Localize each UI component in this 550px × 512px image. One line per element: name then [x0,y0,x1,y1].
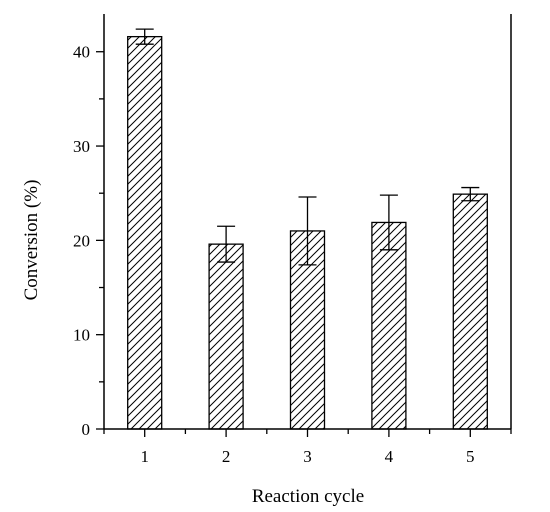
x-tick-label: 4 [385,447,394,466]
x-axis-label: Reaction cycle [252,486,364,507]
error-bar-5 [461,186,480,202]
error-bar-4 [379,194,398,251]
y-axis-label: Conversion (%) [21,180,42,301]
x-tick-label: 3 [303,447,312,466]
y-tick-label: 30 [73,137,90,156]
error-bar-2 [217,225,236,263]
bars-layer [127,28,488,430]
y-tick-label: 40 [73,43,90,62]
y-tick-label: 0 [82,420,91,439]
y-tick-label: 10 [73,326,90,345]
bar-1 [127,35,163,430]
bar-2 [208,243,244,430]
x-tick-label: 5 [466,447,475,466]
axes-layer: 0 10 20 30 40 1 2 3 4 5 [73,14,512,466]
bar-5 [452,193,488,430]
x-tick-label: 2 [222,447,231,466]
y-tick-label: 20 [73,231,90,250]
error-bar-1 [135,28,154,45]
error-bar-3 [298,196,317,266]
bar-4 [371,221,407,430]
x-tick-label: 1 [140,447,149,466]
